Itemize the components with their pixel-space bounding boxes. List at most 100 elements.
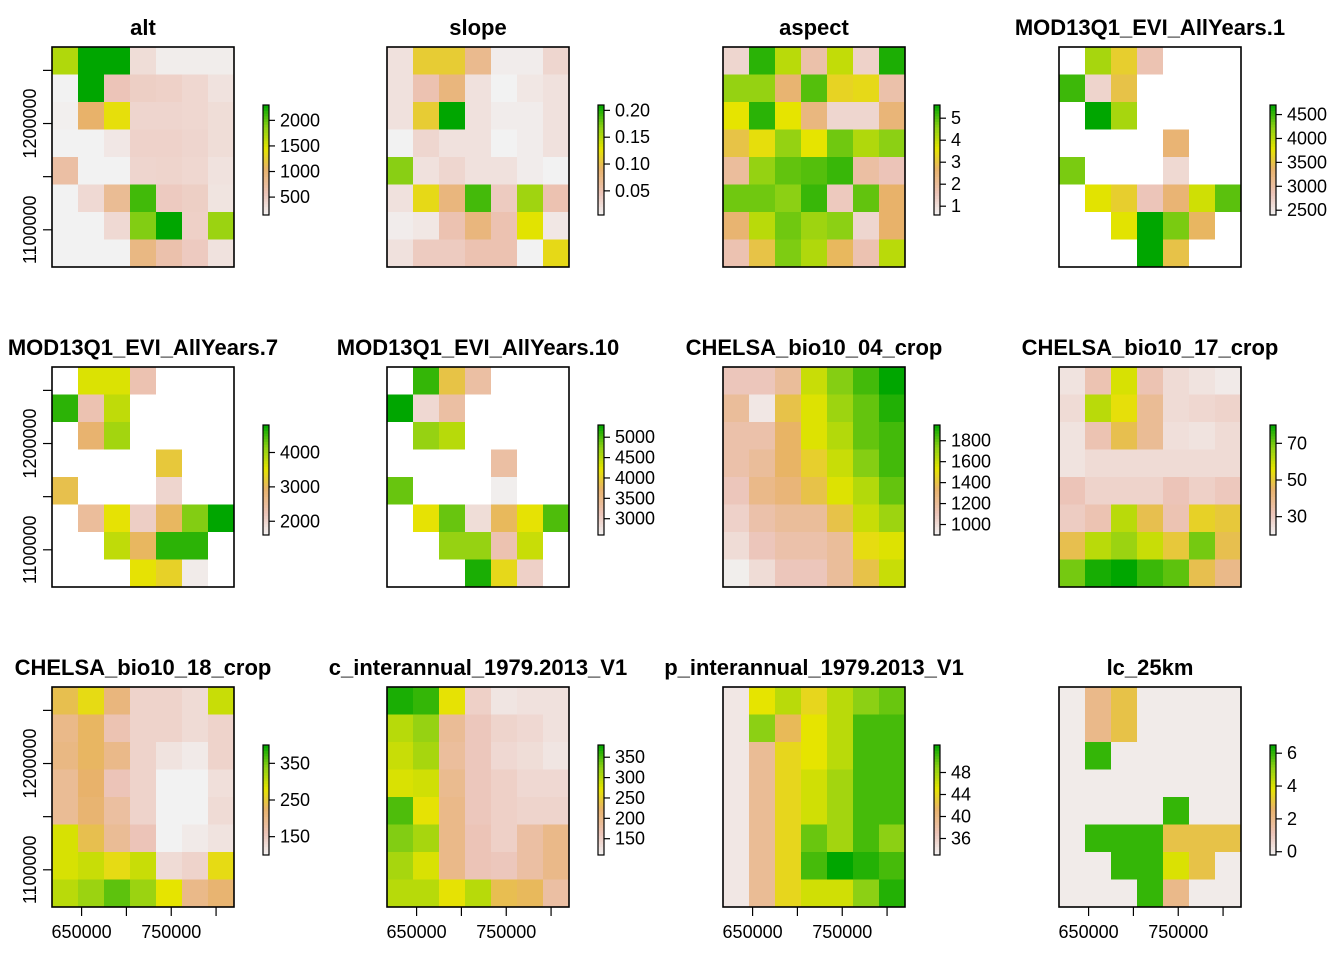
legend-segment [263, 813, 269, 817]
raster-cell [827, 687, 854, 715]
legend-label: 500 [280, 187, 310, 207]
raster-cell [182, 47, 209, 75]
legend-segment [934, 444, 940, 448]
raster-cell [1059, 184, 1086, 213]
raster-cell [1137, 422, 1164, 450]
legend-segment [263, 488, 269, 492]
raster-cell [413, 532, 440, 560]
legend-segment [934, 127, 940, 131]
legend-segment [263, 510, 269, 514]
legend-segment [263, 195, 269, 199]
raster-cell [1111, 687, 1138, 715]
raster-cell [543, 532, 570, 560]
legend-label: 4 [951, 130, 961, 150]
legend-segment [934, 515, 940, 519]
legend-segment [263, 190, 269, 194]
raster-cell [387, 559, 414, 588]
raster-cell [104, 157, 131, 185]
raster-cell [1085, 477, 1112, 505]
legend-segment [598, 463, 604, 467]
raster-cell [827, 559, 854, 588]
raster-cell [104, 852, 131, 880]
raster-cell [208, 47, 235, 75]
raster-cell [1189, 422, 1216, 450]
raster-cell [801, 769, 828, 798]
raster-cell [156, 422, 183, 450]
raster-cell [1163, 714, 1190, 743]
raster-cell [543, 394, 570, 423]
legend-segment [263, 149, 269, 153]
legend-segment [934, 433, 940, 437]
raster-cell [517, 797, 544, 825]
raster-cell [723, 184, 750, 213]
raster-cell [208, 852, 235, 880]
legend-segment [1270, 802, 1276, 806]
raster-cell [775, 74, 802, 103]
legend-segment [1270, 491, 1276, 495]
raster-cell [52, 367, 79, 395]
legend-segment [598, 168, 604, 172]
legend-segment [598, 452, 604, 456]
legend-segment [934, 212, 940, 216]
raster-cell [1137, 129, 1164, 158]
raster-cell [52, 852, 79, 880]
raster-cell [517, 879, 544, 908]
raster-cell [104, 504, 131, 533]
raster-cell [827, 184, 854, 213]
raster-cell [156, 367, 183, 395]
raster-cell [439, 184, 466, 213]
legend-segment [263, 469, 269, 473]
legend-segment [934, 151, 940, 155]
raster-cell [78, 422, 105, 450]
legend-segment [598, 852, 604, 856]
raster-cell [104, 879, 131, 908]
raster-cell [1059, 74, 1086, 103]
legend-segment [598, 173, 604, 177]
raster-cell [52, 824, 79, 853]
raster-cell [78, 129, 105, 158]
legend-segment [598, 488, 604, 492]
raster-cell [104, 687, 131, 715]
raster-cell [130, 559, 157, 588]
raster-cell [1189, 797, 1216, 825]
legend-segment [598, 819, 604, 823]
raster-cell [879, 477, 906, 505]
legend-segment [263, 430, 269, 434]
raster-cell [801, 47, 828, 75]
legend-segment [934, 783, 940, 787]
legend-segment [598, 813, 604, 817]
raster-cell [801, 394, 828, 423]
raster-cell [78, 687, 105, 715]
raster-cell [853, 559, 880, 588]
legend-segment [598, 524, 604, 528]
legend-segment [598, 496, 604, 500]
raster-cell [465, 769, 492, 798]
legend-segment [598, 157, 604, 161]
raster-cell [130, 184, 157, 213]
legend-segment [1270, 758, 1276, 762]
legend-segment [934, 780, 940, 784]
legend-segment [934, 124, 940, 128]
raster-cell [827, 422, 854, 450]
raster-cell [801, 797, 828, 825]
legend-segment [598, 750, 604, 754]
raster-cell [1137, 797, 1164, 825]
legend-segment [934, 753, 940, 757]
legend-segment [1270, 747, 1276, 751]
raster-cell [1137, 74, 1164, 103]
raster-cell [465, 47, 492, 75]
panel-frame [386, 46, 570, 268]
legend-segment [598, 482, 604, 486]
raster-cell [1111, 559, 1138, 588]
legend-segment [263, 455, 269, 459]
raster-cell [775, 367, 802, 395]
panel-CHELSA_bio10_17_crop: CHELSA_bio10_17_crop 30 50 70 [1022, 335, 1307, 588]
legend-segment [263, 135, 269, 139]
legend-segment [598, 444, 604, 448]
raster-cell [491, 394, 518, 423]
raster-cell [1111, 422, 1138, 450]
legend-segment [263, 838, 269, 842]
raster-cell [413, 797, 440, 825]
raster-cell [182, 212, 209, 240]
raster-cell [387, 157, 414, 185]
